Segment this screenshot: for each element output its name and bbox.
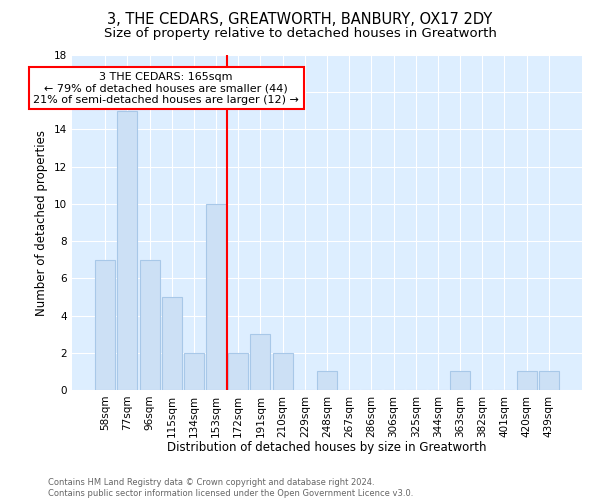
Text: Contains HM Land Registry data © Crown copyright and database right 2024.
Contai: Contains HM Land Registry data © Crown c…: [48, 478, 413, 498]
Bar: [184, 353, 204, 390]
Bar: [517, 372, 536, 390]
X-axis label: Distribution of detached houses by size in Greatworth: Distribution of detached houses by size …: [167, 441, 487, 454]
Bar: [162, 297, 182, 390]
Bar: [118, 111, 137, 390]
Bar: [250, 334, 271, 390]
Bar: [450, 372, 470, 390]
Bar: [228, 353, 248, 390]
Text: 3 THE CEDARS: 165sqm
← 79% of detached houses are smaller (44)
21% of semi-detac: 3 THE CEDARS: 165sqm ← 79% of detached h…: [33, 72, 299, 105]
Bar: [317, 372, 337, 390]
Y-axis label: Number of detached properties: Number of detached properties: [35, 130, 49, 316]
Bar: [539, 372, 559, 390]
Bar: [95, 260, 115, 390]
Bar: [206, 204, 226, 390]
Text: Size of property relative to detached houses in Greatworth: Size of property relative to detached ho…: [104, 28, 496, 40]
Bar: [140, 260, 160, 390]
Text: 3, THE CEDARS, GREATWORTH, BANBURY, OX17 2DY: 3, THE CEDARS, GREATWORTH, BANBURY, OX17…: [107, 12, 493, 28]
Bar: [272, 353, 293, 390]
